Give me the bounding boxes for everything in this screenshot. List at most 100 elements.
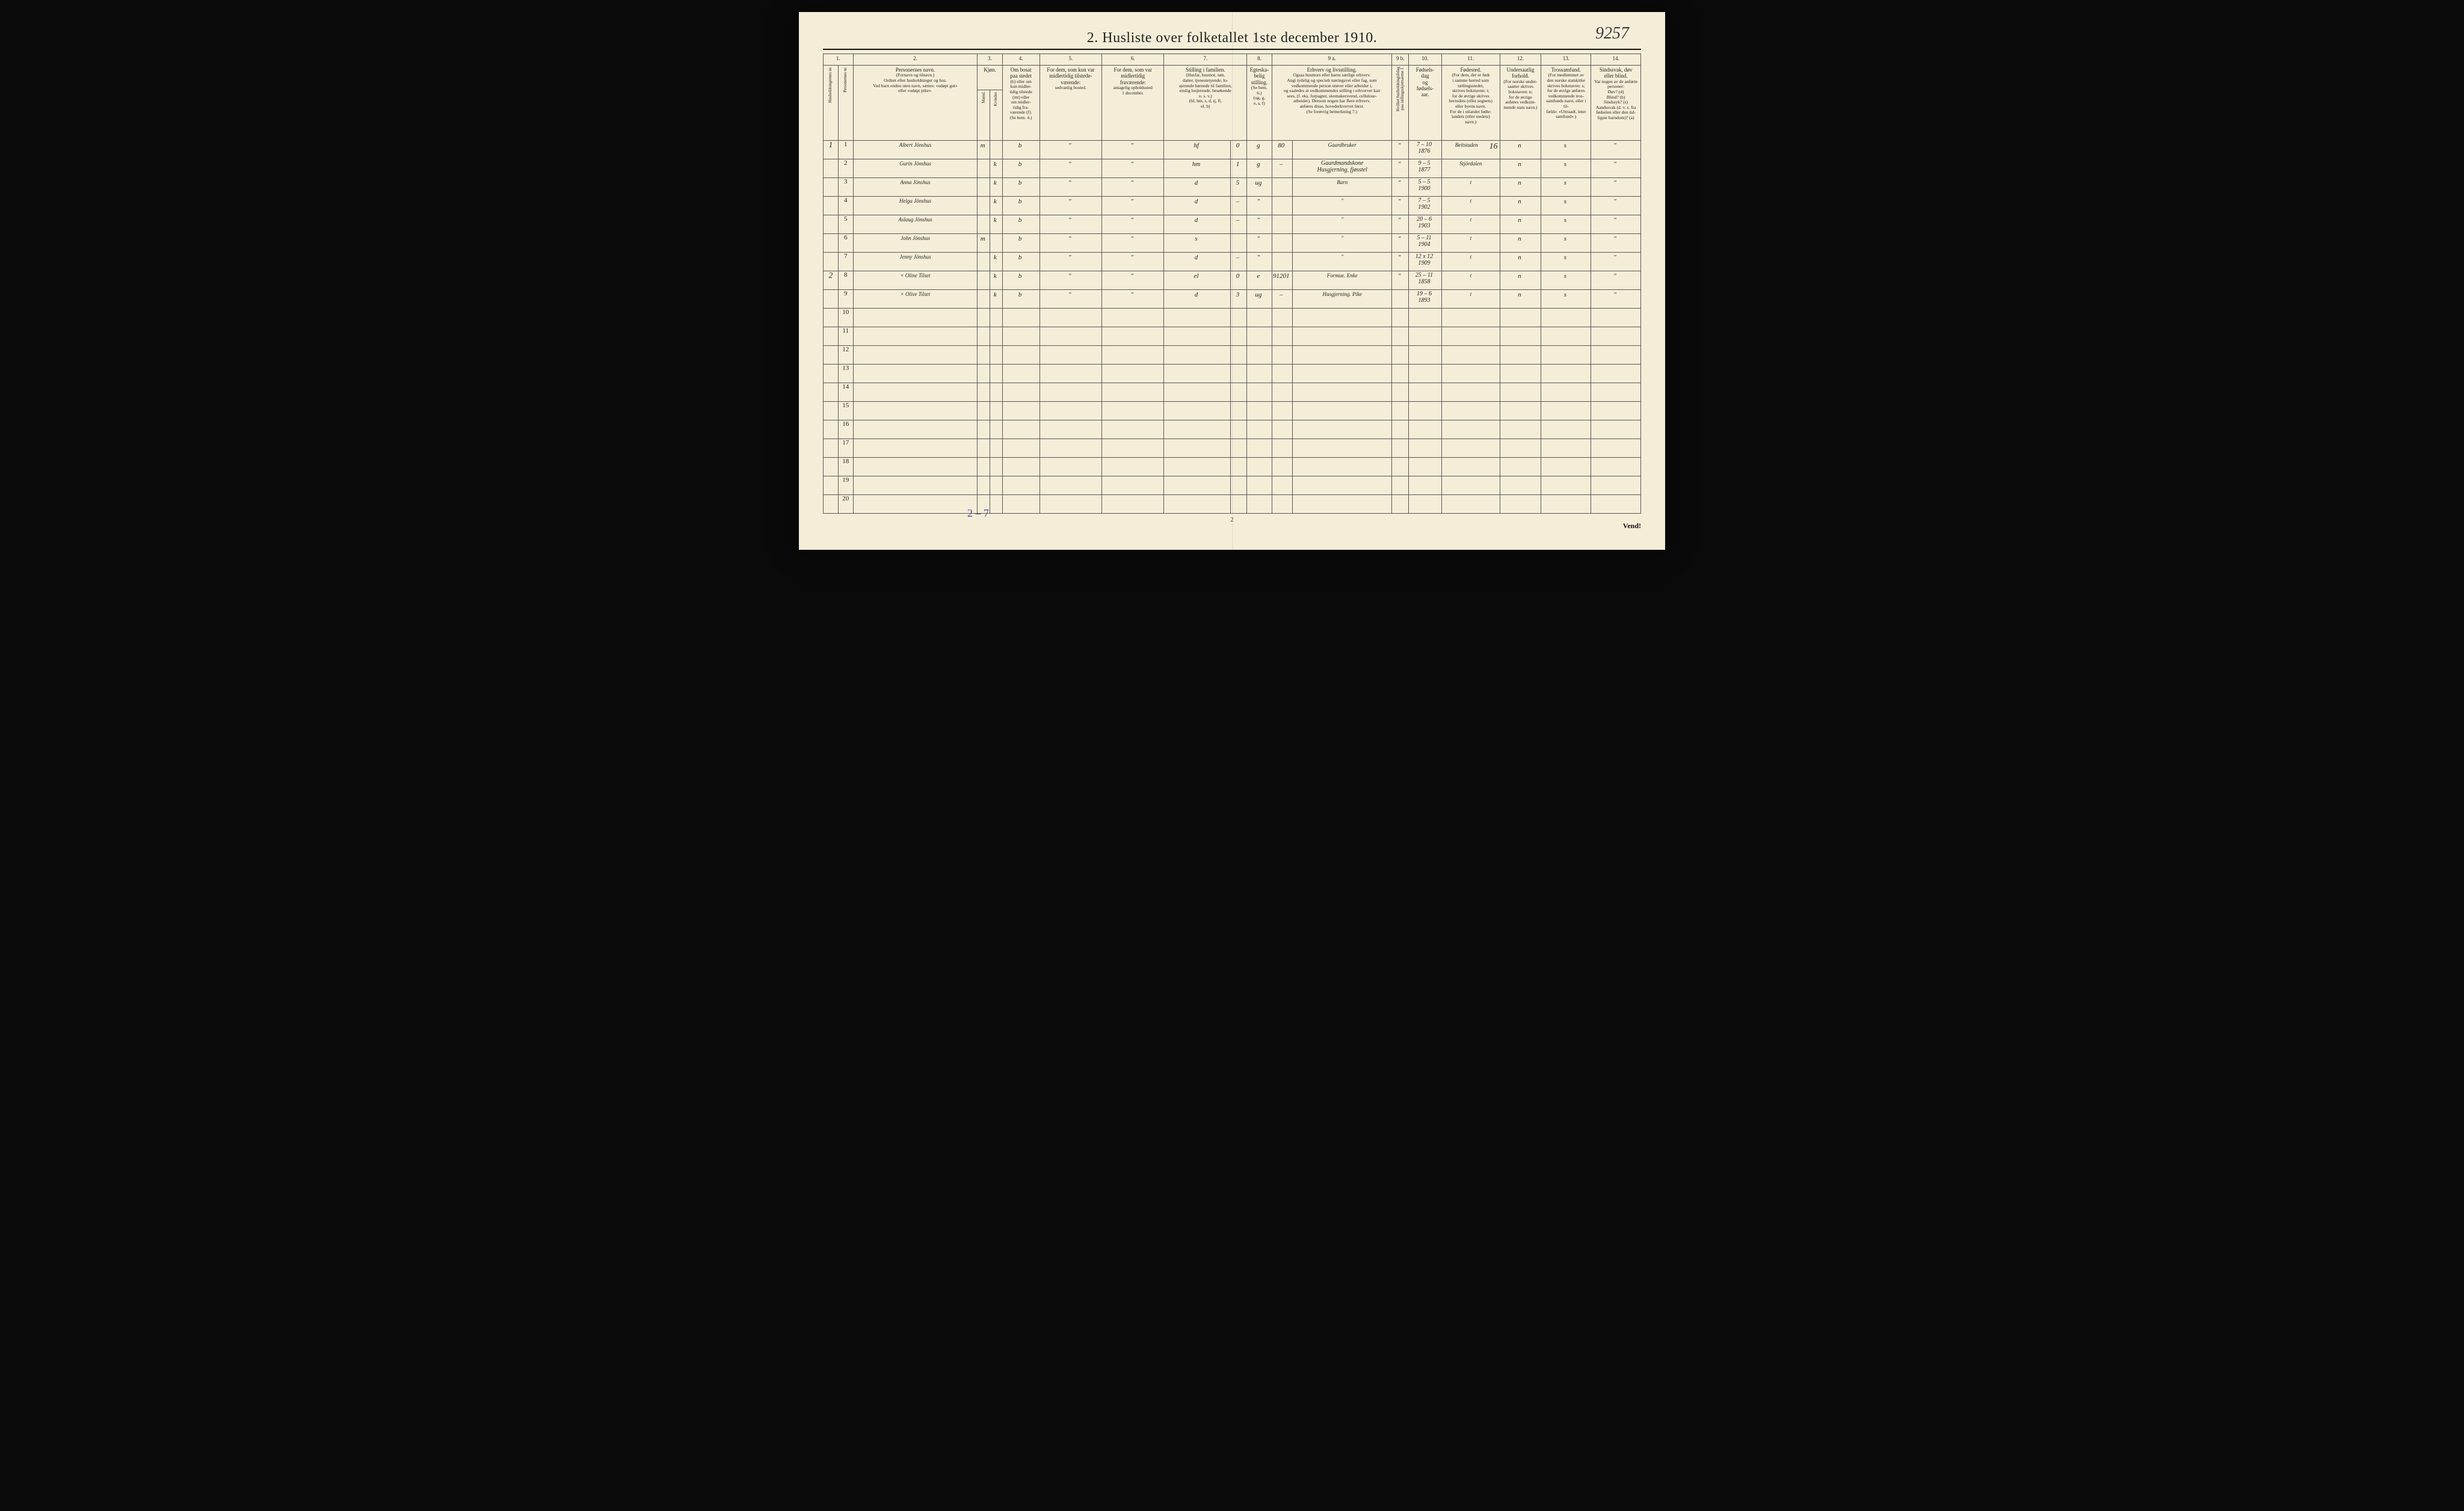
cell [1040,458,1101,476]
hdr-household-nr: Husholdningernes nr. [824,66,839,141]
cell: 11 [838,327,853,346]
cell [1293,383,1392,402]
cell [1408,439,1441,458]
cell [1164,495,1230,514]
cell: " [1040,141,1101,159]
cell: – [1272,159,1292,178]
cell: d [1164,253,1230,271]
cell: m [978,234,990,253]
cell: s [1541,253,1591,271]
cell [990,420,1003,439]
cell: 13 [838,365,853,383]
cell: s [1541,178,1591,197]
cell [978,346,990,365]
cell [1392,346,1409,365]
cell [978,327,990,346]
cell: b [1002,234,1040,253]
cell: 12 [838,346,853,365]
cell: " [1591,141,1641,159]
cell: s [1541,141,1591,159]
cell: – [1230,253,1247,271]
cell [1272,215,1292,234]
cell [1102,346,1164,365]
cell: s [1541,234,1591,253]
cell [1002,309,1040,327]
cell [1541,402,1591,420]
cell [1392,420,1409,439]
table-row: 5Aslaug Jönshuskb""d–"""20 – 6 1903tns" [824,215,1641,234]
colnum-6: 6. [1102,54,1164,66]
cell [1230,420,1247,439]
cell [1230,495,1247,514]
colnum-14: 14. [1591,54,1641,66]
cell: b [1002,141,1040,159]
cell [990,141,1003,159]
cell: k [990,197,1003,215]
cell [1500,346,1541,365]
cell: " [1392,159,1409,178]
cell [1247,439,1272,458]
colnum-9a: 9 a. [1272,54,1392,66]
hdr-sex-m: Mænd. [978,90,990,140]
cell [1247,346,1272,365]
cell [978,215,990,234]
cell [978,178,990,197]
cell [990,439,1003,458]
cell: k [990,159,1003,178]
hdr-occupation: Erhverv og livsstilling. Ogsaa husmors e… [1272,66,1392,141]
cell [1500,476,1541,495]
cell: 2 [838,159,853,178]
cell [824,309,839,327]
cell [1442,365,1500,383]
table-row-blank: 13 [824,365,1641,383]
cell [978,197,990,215]
cell [1392,327,1409,346]
cell [1247,402,1272,420]
cell: " [1247,253,1272,271]
cell [978,271,990,290]
cell [1247,420,1272,439]
cell [1230,383,1247,402]
cell [1541,383,1591,402]
cell [1408,476,1441,495]
cell [1591,495,1641,514]
cell [1500,327,1541,346]
cell [853,309,978,327]
cell [1102,327,1164,346]
cell: Gurin Jönshus [853,159,978,178]
cell: 80 [1272,141,1292,159]
cell [1272,253,1292,271]
cell: 5 – 11 1904 [1408,234,1441,253]
cell [1002,476,1040,495]
cell [1408,365,1441,383]
cell: ug [1247,178,1272,197]
cell [1591,383,1641,402]
table-row-blank: 19 [824,476,1641,495]
cell: 6 [838,234,853,253]
cell: Gaardmandskone Husgjerning, fjøsstel [1293,159,1392,178]
cell: Anna Jönshus [853,178,978,197]
cell: b [1002,271,1040,290]
cell [1247,327,1272,346]
cell: " [1102,159,1164,178]
cell [978,383,990,402]
cell [1272,383,1292,402]
table-row: 3Anna Jönshuskb""d5ugBarn"5 – 5 1900tns" [824,178,1641,197]
cell: g [1247,159,1272,178]
cell: 25 – 11 1858 [1408,271,1441,290]
cell: 20 – 6 1903 [1408,215,1441,234]
cell [1293,346,1392,365]
cell: " [1392,234,1409,253]
cell: " [1591,271,1641,290]
cell [1002,365,1040,383]
cell [1102,495,1164,514]
cell: " [1392,141,1409,159]
colnum-7: 7. [1164,54,1247,66]
table-row: 6John Jönshusmb""s"""5 – 11 1904tns" [824,234,1641,253]
cell [1541,495,1591,514]
table-row: 4Helga Jönshuskb""d–"""7 – 5 1902tns" [824,197,1641,215]
cell [1591,402,1641,420]
cell: s [1541,290,1591,309]
cell: m [978,141,990,159]
cell [824,439,839,458]
